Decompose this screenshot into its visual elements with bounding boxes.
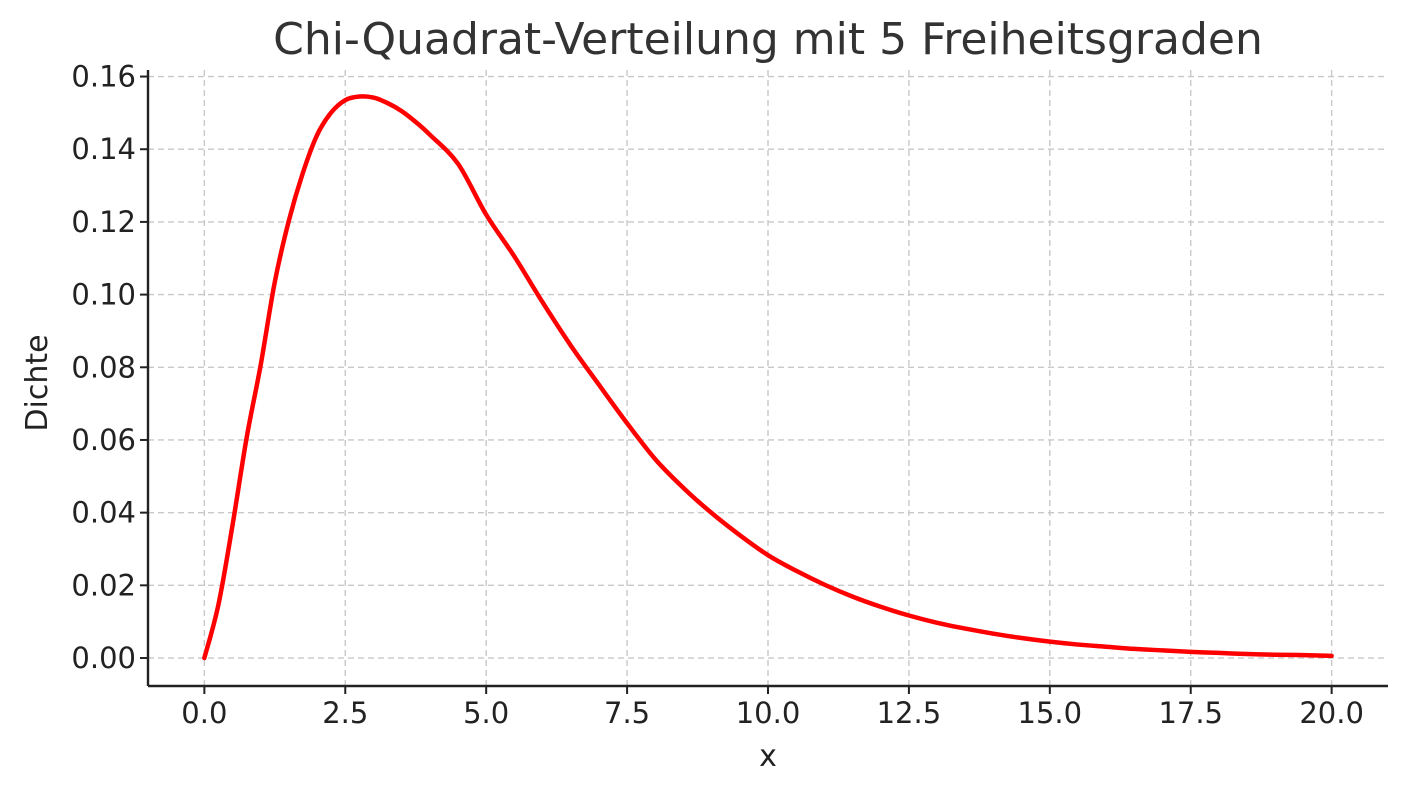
y-axis-label: Dichte xyxy=(20,334,55,431)
x-tick-label: 0.0 xyxy=(181,696,227,730)
y-tick-label: 0.12 xyxy=(71,205,136,239)
series-layer xyxy=(202,94,1334,661)
y-tick-label: 0.10 xyxy=(71,278,136,312)
x-tick-label: 5.0 xyxy=(463,696,509,730)
y-tick-label: 0.16 xyxy=(71,60,136,94)
x-tick-label: 17.5 xyxy=(1158,696,1223,730)
x-tick-label: 15.0 xyxy=(1018,696,1083,730)
x-tick-label: 12.5 xyxy=(877,696,942,730)
y-tick-label: 0.08 xyxy=(71,350,136,384)
x-tick-label: 7.5 xyxy=(604,696,650,730)
chart-title: Chi-Quadrat-Verteilung mit 5 Freiheitsgr… xyxy=(273,14,1263,65)
x-tick-label: 20.0 xyxy=(1299,696,1364,730)
ticks-layer: 0.0 2.5 5.0 7.5 10.0 12.5 15.0 17.5 20.0 0.00 0.02… xyxy=(71,60,1364,730)
series-line-0 xyxy=(202,94,1334,661)
y-tick-label: 0.00 xyxy=(71,641,136,675)
x-tick-label: 2.5 xyxy=(322,696,368,730)
y-tick-label: 0.06 xyxy=(71,423,136,457)
y-tick-label: 0.04 xyxy=(71,496,136,530)
grid-layer xyxy=(148,70,1388,686)
y-tick-label: 0.14 xyxy=(71,132,136,166)
x-tick-label: 10.0 xyxy=(736,696,801,730)
x-axis-label: x xyxy=(759,739,777,774)
y-tick-label: 0.02 xyxy=(71,568,136,602)
